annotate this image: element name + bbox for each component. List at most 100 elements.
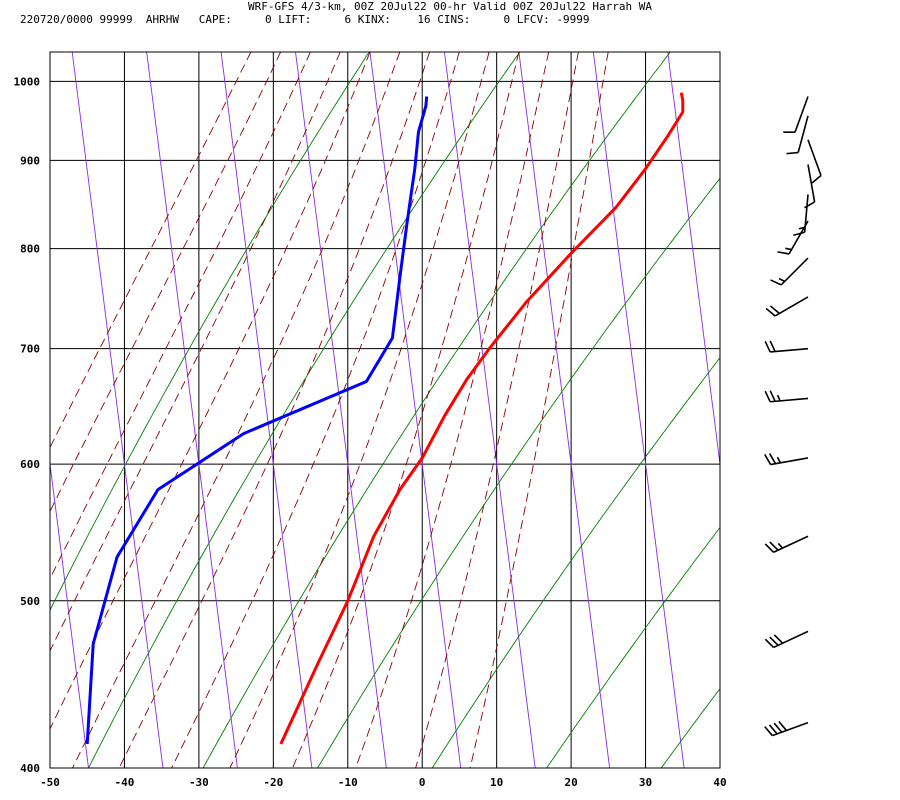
- stats-line: 220720/0000 99999 AHRHW CAPE: 0 LIFT: 6 …: [20, 13, 590, 26]
- barb-feather: [764, 726, 773, 737]
- isotherm-line: [50, 460, 89, 768]
- moist-adiabat-line: [50, 52, 341, 652]
- x-tick-label: -10: [338, 776, 358, 789]
- wind-barbs: [764, 96, 822, 737]
- moist-adiabat-line: [72, 52, 401, 768]
- plot-frame: [49, 51, 721, 769]
- barb-feather: [768, 724, 778, 735]
- barb-half-feather: [778, 277, 786, 283]
- x-tick-label: -30: [189, 776, 209, 789]
- barb-feather: [770, 279, 782, 286]
- barb-staff: [803, 194, 809, 233]
- dry-adiabat-line: [50, 52, 370, 612]
- isotherm-line: [817, 52, 900, 768]
- isotherm-line: [71, 52, 164, 768]
- y-tick-label: 1000: [14, 75, 41, 88]
- isotherm-line: [592, 52, 685, 768]
- barb-feather: [804, 201, 815, 209]
- dry-adiabat-line: [660, 687, 720, 768]
- dry-adiabat-line: [202, 52, 671, 768]
- barb-staff: [807, 164, 816, 203]
- wind-barb: [807, 139, 822, 184]
- moist-adiabat-line: [50, 52, 371, 730]
- y-tick-label: 900: [20, 154, 40, 167]
- dry-adiabat-line: [890, 52, 900, 768]
- barb-feather: [768, 453, 777, 465]
- barb-feather: [764, 543, 775, 553]
- barb-staff: [772, 721, 809, 737]
- barb-staff: [773, 535, 809, 553]
- wind-barb: [764, 340, 809, 353]
- x-tick-label: 40: [713, 776, 726, 789]
- moist-adiabat-line: [469, 52, 609, 768]
- x-tick-label: -50: [40, 776, 60, 789]
- barb-feather: [764, 390, 771, 403]
- barb-feather: [764, 638, 775, 649]
- x-tick-label: -40: [115, 776, 135, 789]
- wind-barb: [764, 390, 809, 403]
- dry-adiabat-line: [88, 52, 521, 768]
- barb-feather: [769, 636, 779, 646]
- barb-half-feather: [777, 542, 784, 549]
- x-tick-label: 0: [419, 776, 426, 789]
- moist-adiabat-line: [50, 52, 282, 513]
- barb-feather: [765, 307, 776, 317]
- barb-staff: [774, 296, 809, 317]
- y-tick-label: 800: [20, 243, 40, 256]
- isotherm-line: [742, 52, 833, 768]
- isotherm-line: [369, 52, 462, 768]
- isotherm-line: [518, 52, 611, 768]
- barb-staff: [770, 347, 809, 353]
- barb-half-feather: [785, 247, 792, 251]
- barb-feather: [793, 231, 805, 237]
- isotherm-line: [220, 52, 313, 768]
- barb-feather: [769, 340, 776, 352]
- barb-half-feather: [776, 394, 781, 402]
- wind-barb: [764, 535, 809, 553]
- dry-adiabat-line: [317, 177, 720, 768]
- y-tick-label: 600: [20, 458, 40, 471]
- axis-labels: -50 -40 -30 -20 -10 0 10 20 30 40 400 500 600 700 800 9…: [14, 75, 727, 789]
- wind-barb: [770, 257, 809, 286]
- y-tick-label: 400: [20, 762, 40, 775]
- barb-half-feather: [776, 456, 782, 464]
- wind-barb: [764, 453, 809, 466]
- barb-feather: [778, 720, 788, 731]
- sounding-traces: [85, 92, 685, 745]
- wind-barb: [777, 220, 809, 255]
- barb-staff: [807, 139, 822, 176]
- barb-feather: [811, 174, 822, 184]
- barb-feather: [777, 251, 790, 255]
- wind-barb: [793, 194, 809, 237]
- barb-feather: [769, 390, 776, 402]
- moist-adiabat-line: [50, 52, 311, 580]
- barb-staff: [797, 115, 809, 153]
- dry-adiabat-line: [431, 356, 720, 768]
- moist-adiabat-line: [118, 52, 430, 768]
- isotherm-line: [295, 52, 387, 768]
- barb-feather: [769, 305, 780, 315]
- x-tick-label: -20: [263, 776, 283, 789]
- wind-barb: [764, 630, 809, 649]
- isotherm-line: [443, 52, 536, 768]
- y-tick-label: 700: [20, 343, 40, 356]
- x-tick-label: 20: [564, 776, 577, 789]
- pressure-grid: [49, 52, 721, 769]
- isotherm-line: [146, 52, 238, 768]
- barb-feather: [764, 341, 771, 353]
- x-tick-label: 30: [639, 776, 652, 789]
- moist-adiabat-line: [292, 52, 520, 768]
- y-tick-label: 500: [20, 595, 40, 608]
- isotherm-line: [667, 52, 720, 468]
- barb-staff: [773, 630, 809, 649]
- moist-adiabat-line: [229, 52, 490, 768]
- barb-feather: [764, 454, 772, 465]
- barb-feather: [773, 634, 784, 644]
- moist-adiabat-line: [50, 52, 252, 449]
- barb-feather: [769, 541, 779, 551]
- barb-staff: [794, 96, 809, 133]
- dewpoint-trace: [85, 96, 429, 745]
- wind-barb: [764, 720, 809, 737]
- moist-adiabat-line: [171, 52, 460, 768]
- thermo-background: [50, 52, 900, 768]
